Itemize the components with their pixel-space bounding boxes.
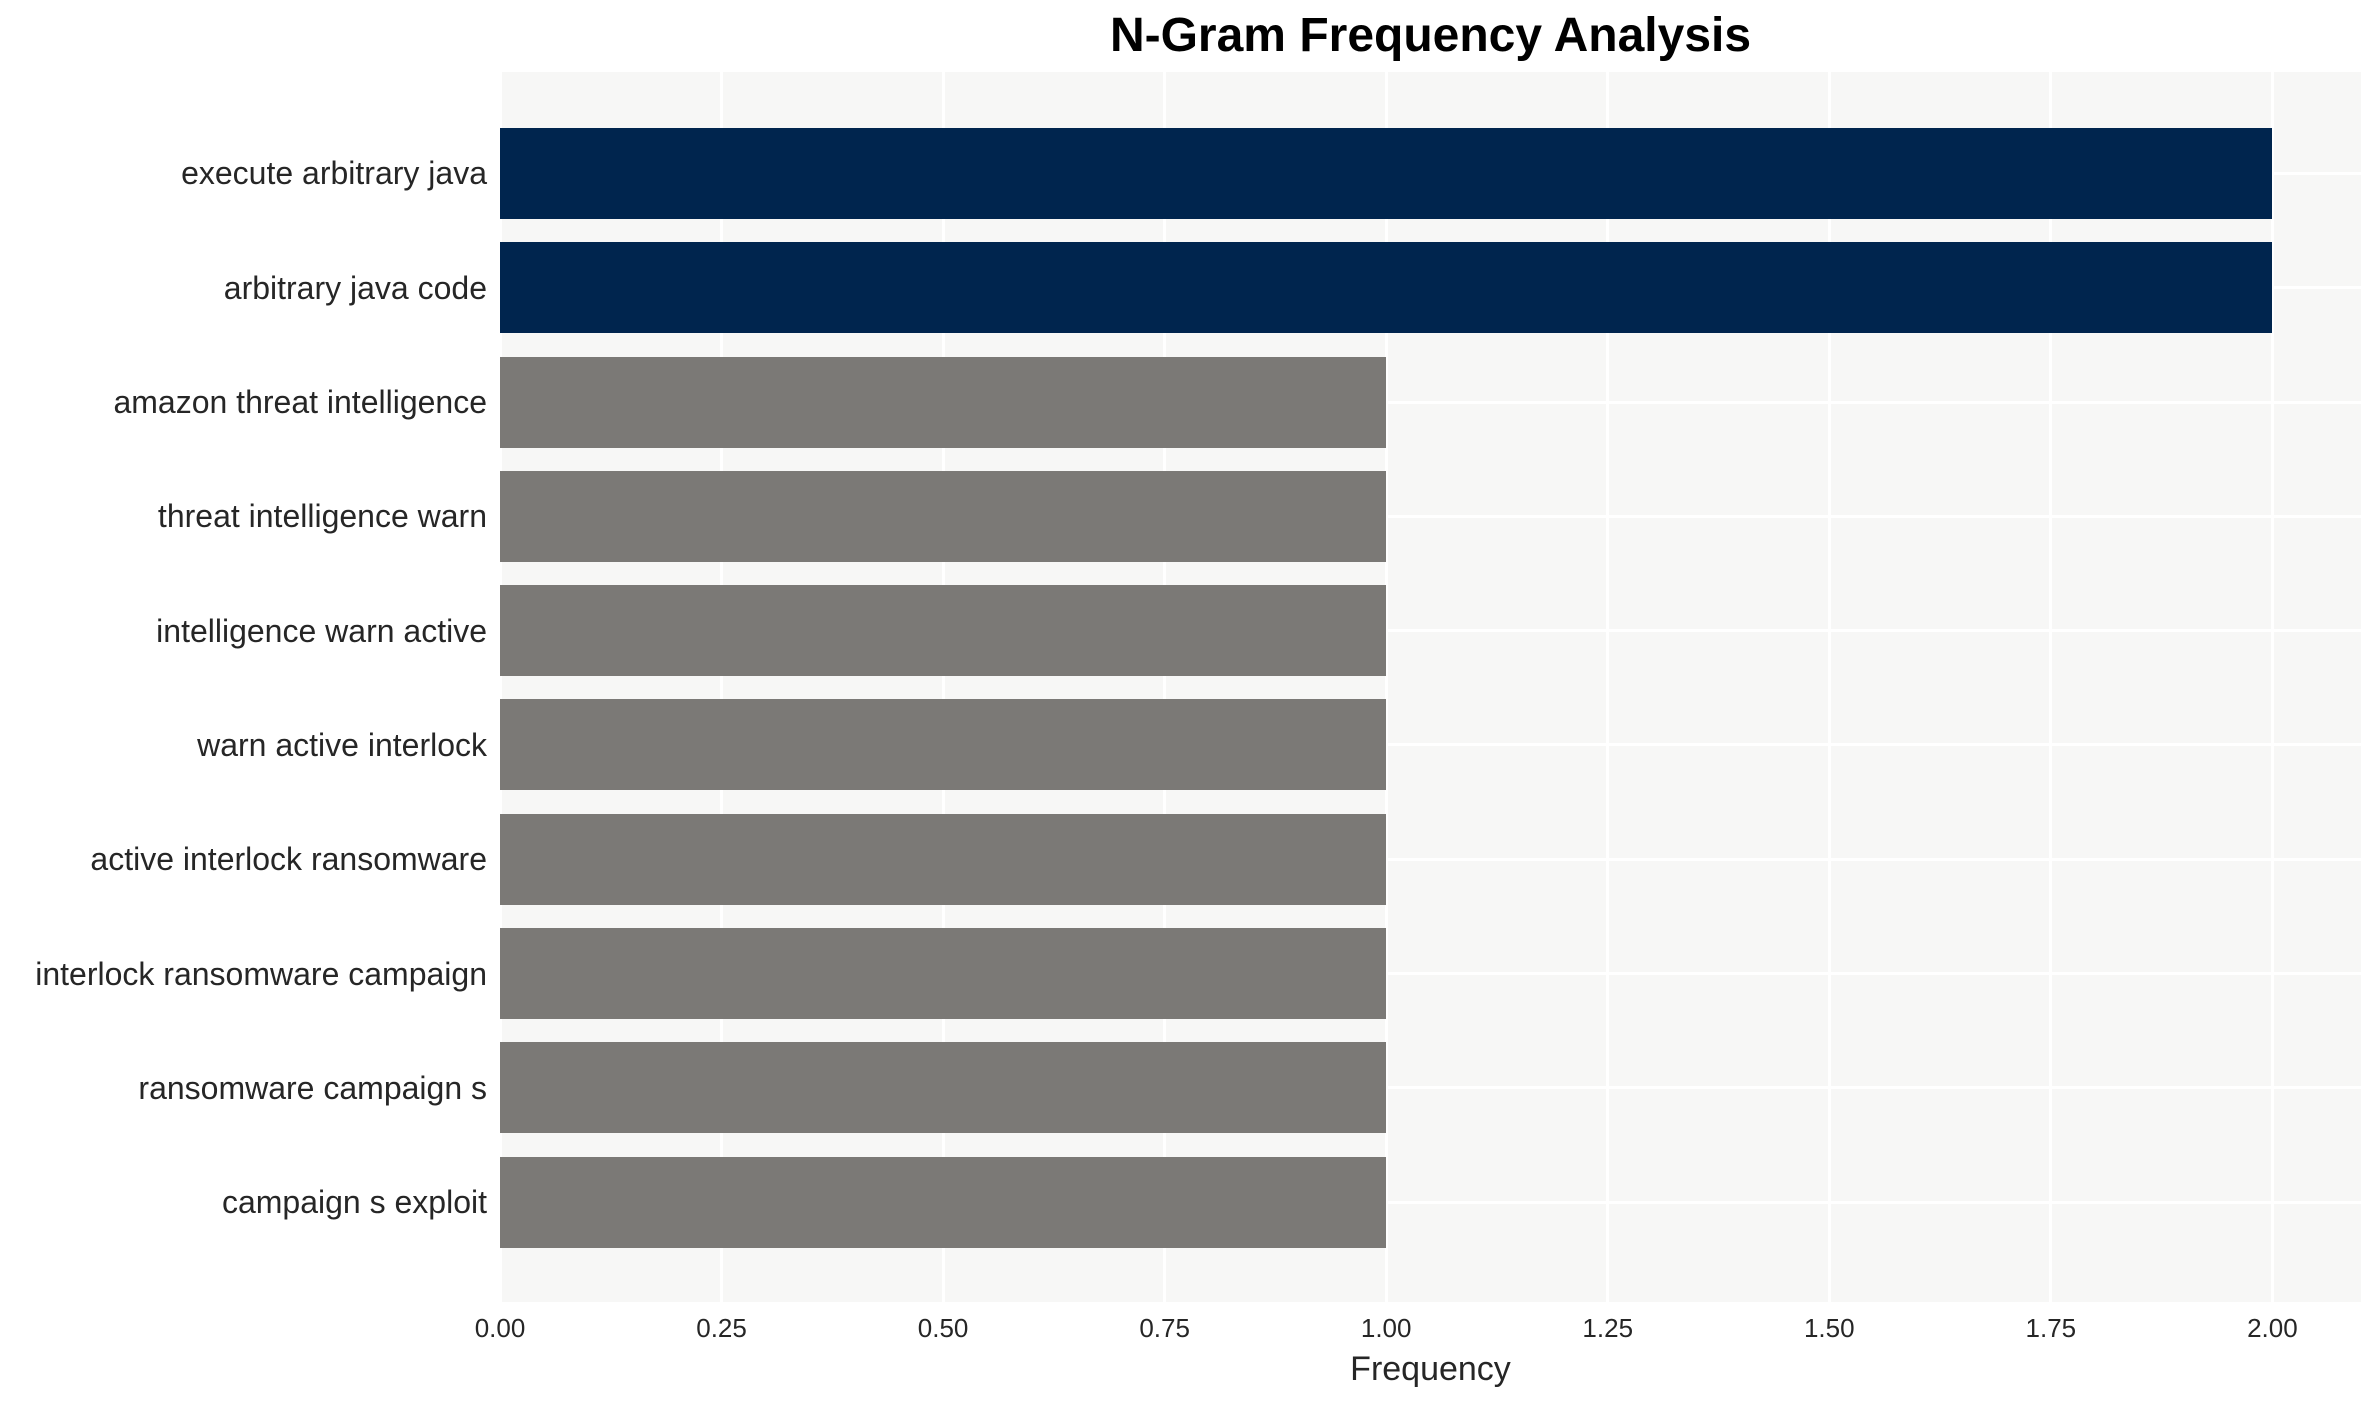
x-tick-label: 0.75 [1139,1313,1190,1343]
x-tick-label: 2.00 [2247,1313,2298,1343]
h-gridline [500,514,2361,518]
v-gridline [1163,72,1167,1302]
y-tick-label: amazon threat intelligence [113,384,487,421]
bar [500,1042,1387,1134]
x-tick-label: 0.25 [696,1313,747,1343]
bar [500,813,1387,905]
v-gridline [941,72,945,1302]
h-gridline [500,629,2361,633]
h-gridline [500,743,2361,747]
y-tick-label: interlock ransomware campaign [35,955,487,992]
bar [500,356,1387,448]
v-gridline [1606,72,1610,1302]
v-gridline [1827,72,1831,1302]
x-tick-label: 1.75 [2025,1313,2077,1343]
chart-title: N-Gram Frequency Analysis [1109,9,1752,62]
x-tick-label: 0.50 [917,1313,969,1343]
v-gridline [498,72,502,1302]
h-gridline [500,1086,2361,1090]
x-tick-label: 1.25 [1582,1313,1634,1343]
bar [500,242,2273,334]
h-gridline [500,1200,2361,1204]
y-tick-label: active interlock ransomware [90,841,487,878]
bar [500,1156,1387,1248]
y-tick-label: ransomware campaign s [138,1069,487,1106]
bar [500,127,2273,219]
y-tick-label: execute arbitrary java [181,155,487,192]
bar [500,470,1387,562]
x-tick-label: 1.50 [1803,1313,1855,1343]
y-tick-label: intelligence warn active [156,612,487,649]
h-gridline [500,857,2361,861]
y-tick-label: campaign s exploit [221,1184,487,1221]
h-gridline [500,972,2361,976]
x-tick-label: 0.00 [474,1313,526,1343]
plot-area [498,72,2361,1302]
v-gridline [1384,72,1388,1302]
y-tick-label: threat intelligence warn [157,498,487,535]
h-gridline [500,400,2361,404]
v-gridline [2270,72,2274,1302]
v-gridline [720,72,724,1302]
x-tick-label: 1.00 [1360,1313,1412,1343]
bar [500,585,1387,677]
v-gridline [2049,72,2053,1302]
bar [500,928,1387,1020]
y-tick-label: warn active interlock [197,726,487,763]
x-axis-title: Frequency [1350,1350,1511,1388]
bar [500,699,1387,791]
y-tick-label: arbitrary java code [223,269,487,306]
